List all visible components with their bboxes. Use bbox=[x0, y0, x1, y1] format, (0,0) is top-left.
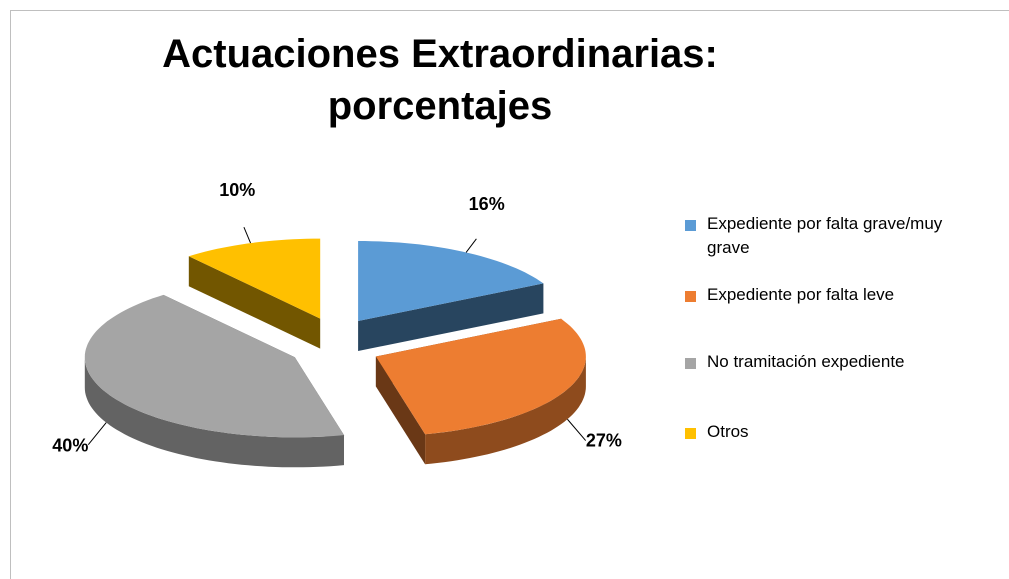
slice-wall bbox=[188, 256, 321, 349]
leader-line bbox=[243, 226, 252, 244]
legend-swatch bbox=[685, 428, 696, 439]
slice-wall bbox=[358, 283, 544, 351]
legend-label: Expediente por falta leve bbox=[707, 285, 895, 304]
data-label: 27% bbox=[586, 431, 622, 451]
data-label: 40% bbox=[52, 436, 88, 456]
legend-item: Expediente por falta leve bbox=[685, 283, 1005, 307]
legend-item: Expediente por falta grave/muy grave bbox=[685, 212, 955, 260]
leader-line bbox=[465, 238, 477, 253]
legend-swatch bbox=[685, 220, 696, 231]
legend-item: No tramitación expediente bbox=[685, 350, 1005, 374]
chart-title: Actuaciones Extraordinarias: porcentajes bbox=[162, 32, 718, 128]
legend-item: Otros bbox=[685, 420, 1005, 444]
slice bbox=[375, 318, 586, 435]
legend-label: No tramitación expediente bbox=[707, 352, 905, 371]
slice bbox=[84, 294, 345, 438]
leader-line bbox=[87, 422, 107, 445]
legend-swatch bbox=[685, 291, 696, 302]
legend-label: Expediente por falta grave/muy grave bbox=[707, 214, 943, 257]
slice bbox=[188, 238, 321, 319]
slice-side bbox=[84, 357, 345, 468]
data-label: 16% bbox=[469, 194, 505, 214]
slice bbox=[358, 241, 544, 321]
legend-label: Otros bbox=[707, 422, 749, 441]
chart-frame bbox=[10, 10, 1009, 579]
slice-wall bbox=[375, 356, 426, 465]
leader-line bbox=[567, 418, 587, 441]
data-label: 10% bbox=[219, 180, 255, 200]
legend-swatch bbox=[685, 358, 696, 369]
slice-side bbox=[425, 356, 586, 465]
